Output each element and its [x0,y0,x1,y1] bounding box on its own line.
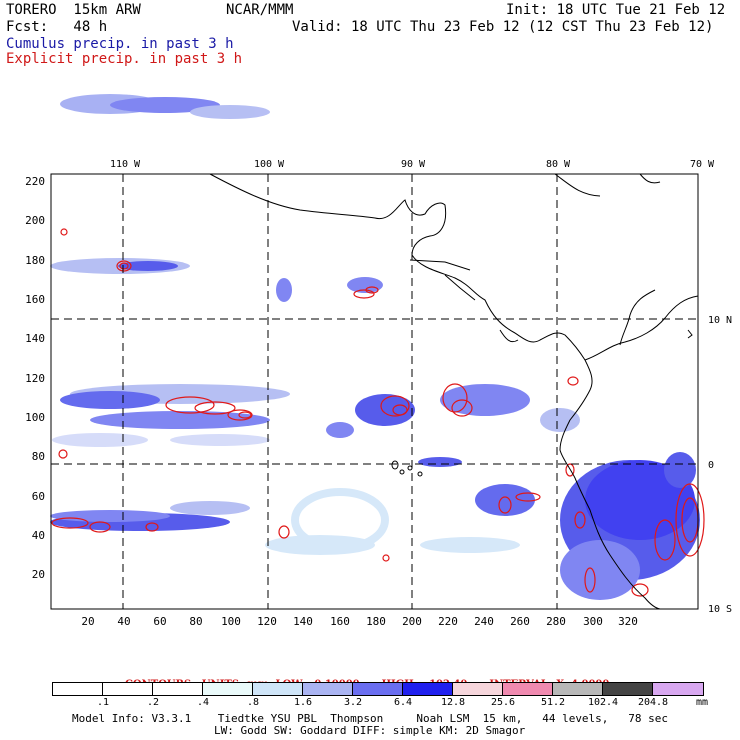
color-bar-label: 102.4 [587,697,619,708]
model-info-line2: LW: Godd SW: Goddard DIFF: simple KM: 2D… [214,724,526,737]
x-tick-label: 280 [546,615,566,628]
field-explicit-label: Explicit precip. in past 3 h [6,51,243,67]
y-axis-ticks: 220 200 180 160 140 120 100 80 60 40 20 [25,175,45,581]
field-cumulus-label: Cumulus precip. in past 3 h [6,36,234,52]
explicit-precip-contours [51,228,705,597]
precip-map: 220 200 180 160 140 120 100 80 60 40 20 … [25,94,732,628]
color-bar-label: 6.4 [393,697,413,708]
grid-lines [51,174,698,609]
color-bar-segment [153,683,203,695]
x-tick-label: 180 [366,615,386,628]
latitude-labels: 10 N 0 10 S [708,315,732,615]
color-bar-segment [53,683,103,695]
color-bar-segment [653,683,703,695]
y-tick-label: 140 [25,332,45,345]
org-label: NCAR/MMM [226,2,294,18]
y-tick-label: 200 [25,214,45,227]
color-bar-label: 51.2 [540,697,566,708]
color-bar-label: .8 [246,697,260,708]
lon-label: 110 W [110,159,141,170]
y-tick-label: 120 [25,372,45,385]
y-tick-label: 20 [32,568,45,581]
color-bar-segment [503,683,553,695]
color-bar-segment [203,683,253,695]
color-bar-segment [553,683,603,695]
color-bar-label: 1.6 [293,697,313,708]
x-axis-ticks: 20 40 60 80 100 120 140 160 180 200 220 … [81,615,638,628]
x-tick-label: 220 [438,615,458,628]
color-bar-segment [103,683,153,695]
y-tick-label: 160 [25,293,45,306]
color-bar-segment [353,683,403,695]
y-tick-label: 80 [32,450,45,463]
color-bar-segment [403,683,453,695]
x-tick-label: 200 [402,615,422,628]
model-info-line1: Model Info: V3.3.1 Tiedtke YSU PBL Thomp… [72,712,669,725]
x-tick-label: 120 [257,615,277,628]
color-bar-segment [453,683,503,695]
color-bar-label: 12.8 [440,697,466,708]
color-bar-label: 204.8 [637,697,669,708]
x-tick-label: 60 [153,615,166,628]
color-bar-unit: mm [696,697,709,708]
init-time: Init: 18 UTC Tue 21 Feb 12 [506,2,726,18]
lon-label: 100 W [254,159,285,170]
color-bar [52,682,704,696]
x-tick-label: 140 [293,615,313,628]
x-tick-label: 160 [330,615,350,628]
x-tick-label: 40 [117,615,130,628]
y-tick-label: 60 [32,490,45,503]
color-bar-segment [303,683,353,695]
color-bar-label: 25.6 [490,697,516,708]
lat-label: 0 [708,460,714,471]
lat-label: 10 N [708,315,732,326]
coastlines [209,173,699,610]
lon-label: 70 W [690,159,715,170]
y-tick-label: 100 [25,411,45,424]
lat-label: 10 S [708,604,732,615]
color-bar-label: 3.2 [343,697,363,708]
lon-label: 80 W [546,159,571,170]
color-bar-segment [603,683,653,695]
cumulus-precip-areas [50,94,700,600]
valid-time: Valid: 18 UTC Thu 23 Feb 12 (12 CST Thu … [292,19,714,35]
forecast-hour: Fcst: 48 h [6,19,108,35]
x-tick-label: 20 [81,615,94,628]
color-bar-label: .2 [146,697,160,708]
model-title: TORERO 15km ARW [6,2,141,18]
x-tick-label: 80 [189,615,202,628]
color-bar-label: .4 [196,697,210,708]
color-bar-segment [253,683,303,695]
lon-label: 90 W [401,159,426,170]
y-tick-label: 180 [25,254,45,267]
y-tick-label: 220 [25,175,45,188]
x-tick-label: 300 [583,615,603,628]
y-tick-label: 40 [32,529,45,542]
x-tick-label: 260 [510,615,530,628]
x-tick-label: 320 [618,615,638,628]
x-tick-label: 240 [474,615,494,628]
x-tick-label: 100 [221,615,241,628]
color-bar-label: .1 [96,697,110,708]
longitude-labels: 110 W 100 W 90 W 80 W 70 W [110,159,715,170]
